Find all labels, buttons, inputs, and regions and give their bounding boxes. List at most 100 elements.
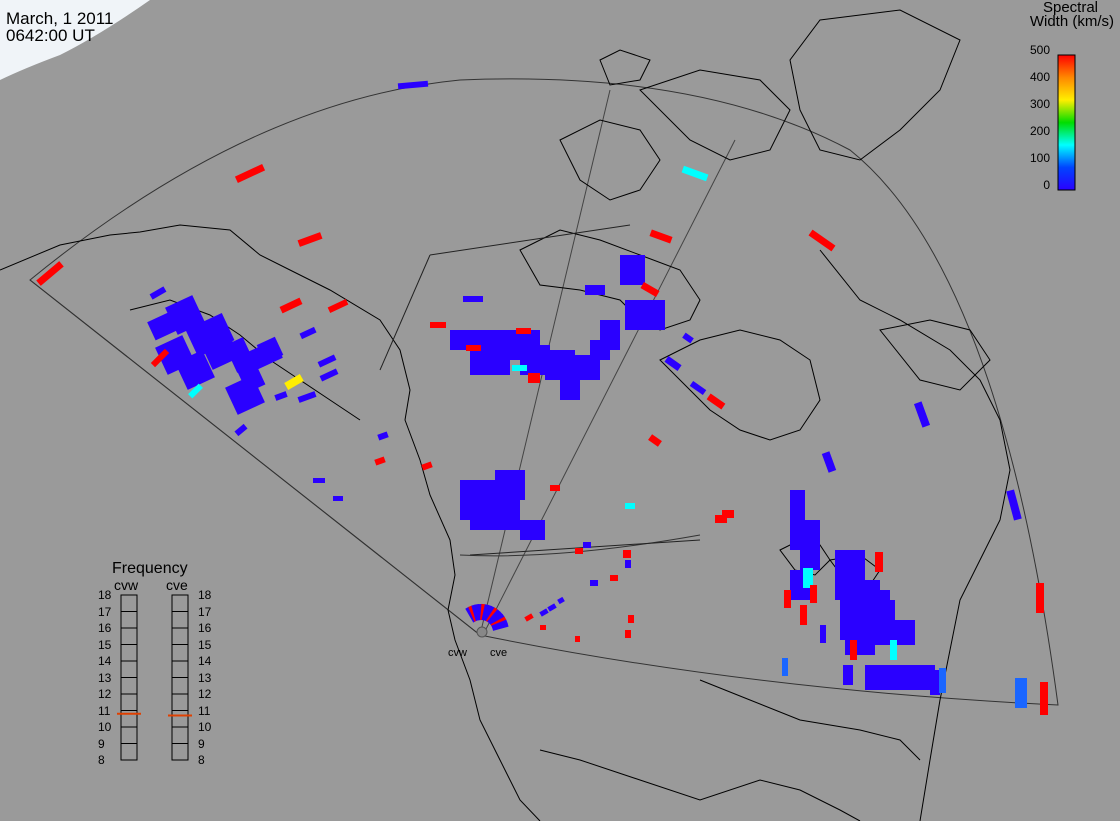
echo-cell: [175, 350, 215, 390]
frequency-label: 15: [98, 637, 112, 652]
echo-cell: [36, 261, 64, 286]
echo-cell: [317, 354, 337, 368]
frequency-label: 16: [198, 621, 212, 635]
echo-cell: [225, 375, 265, 415]
echo-cell: [516, 328, 531, 334]
frequency-cell: [120, 743, 138, 761]
echo-cell: [689, 380, 707, 396]
echo-cell: [803, 568, 813, 588]
echo-cell: [470, 505, 520, 530]
echo-cell: [188, 383, 203, 399]
echo-cell: [583, 542, 591, 548]
echo-cell: [299, 326, 317, 340]
echo-cell: [930, 670, 940, 695]
echo-cell: [483, 604, 493, 622]
freq-col-cve: cve: [166, 577, 188, 593]
echo-cell: [297, 391, 317, 403]
echo-cell: [397, 80, 429, 90]
frequency-cell: [120, 677, 138, 695]
echo-cell: [377, 431, 389, 441]
coastlines: [0, 9, 1011, 821]
echo-cell: [557, 596, 565, 605]
radar-site-marker: [476, 626, 488, 638]
echo-cell: [540, 625, 546, 630]
echo-cell: [585, 285, 605, 295]
echo-cell: [625, 503, 635, 509]
echo-cell: [374, 456, 386, 466]
echo-cell: [784, 590, 791, 608]
echo-cell: [485, 607, 498, 624]
frequency-label: 17: [198, 604, 212, 619]
frequency-label: 10: [98, 720, 112, 734]
echo-cell: [648, 434, 662, 447]
echo-cell: [575, 548, 583, 554]
echo-cell: [843, 665, 853, 685]
frequency-cell: [171, 611, 189, 629]
echo-cell: [165, 295, 205, 335]
frequency-label: 12: [98, 687, 112, 701]
echo-cell: [466, 345, 481, 351]
echo-cell: [810, 585, 817, 603]
frequency-cell: [171, 644, 189, 662]
echo-cell: [539, 608, 549, 617]
echo-cell: [327, 299, 349, 313]
colorbar-title-line1: Spectral: [1042, 0, 1098, 16]
frequency-cell: [120, 627, 138, 645]
echo-cell: [800, 605, 807, 625]
echo-cell: [600, 320, 620, 350]
frequency-label: 13: [98, 670, 112, 685]
frequency-cell: [171, 677, 189, 695]
echo-cell: [625, 560, 631, 568]
echo-cell: [640, 281, 660, 298]
echo-cell: [234, 163, 266, 184]
frequency-label: 13: [198, 670, 212, 685]
echo-cell: [333, 496, 343, 501]
echo-cell: [649, 229, 673, 244]
frequency-cell: [171, 710, 189, 728]
echo-cell: [821, 451, 837, 473]
echo-cell: [150, 348, 170, 368]
echo-cell: [279, 297, 303, 314]
echo-cell: [185, 312, 235, 358]
echo-cell: [487, 609, 501, 625]
colorbar-tick: 100: [1029, 151, 1050, 165]
frequency-cell: [120, 611, 138, 629]
echo-cell: [865, 665, 935, 690]
echo-cell: [782, 658, 788, 676]
echo-cell: [939, 668, 946, 693]
echo-cell: [820, 625, 826, 643]
echo-cell: [590, 580, 598, 586]
frequency-cell: [120, 594, 138, 612]
echo-cell: [256, 336, 284, 364]
frequency-label: 9: [198, 736, 205, 751]
terminator-shading: [0, 0, 150, 80]
echo-cell: [875, 552, 883, 572]
frequency-label: 8: [198, 753, 205, 767]
frequency-cell: [171, 743, 189, 761]
fov-range-arc: [459, 534, 701, 557]
frequency-cell: [171, 693, 189, 711]
echo-cell: [528, 373, 540, 383]
radar-label-cve: cve: [490, 647, 508, 659]
echo-cell: [512, 365, 527, 371]
echo-cell: [495, 470, 525, 500]
echo-cell: [430, 322, 446, 328]
echo-cell: [234, 357, 266, 393]
echo-cell: [1006, 489, 1022, 521]
echo-cell: [560, 370, 580, 400]
frequency-label: 11: [98, 703, 111, 718]
frequency-cell: [120, 660, 138, 678]
echo-cell: [575, 636, 580, 642]
echo-cell: [484, 605, 496, 623]
frequency-cell: [171, 660, 189, 678]
echo-cell: [1036, 583, 1044, 613]
echo-cell: [1040, 682, 1048, 715]
scatter-echoes: [36, 80, 1048, 715]
echo-cell: [715, 515, 727, 523]
echo-cell: [722, 510, 734, 518]
frequency-label: 17: [98, 604, 112, 619]
echo-cell: [274, 391, 288, 401]
boundaries: [379, 224, 701, 556]
